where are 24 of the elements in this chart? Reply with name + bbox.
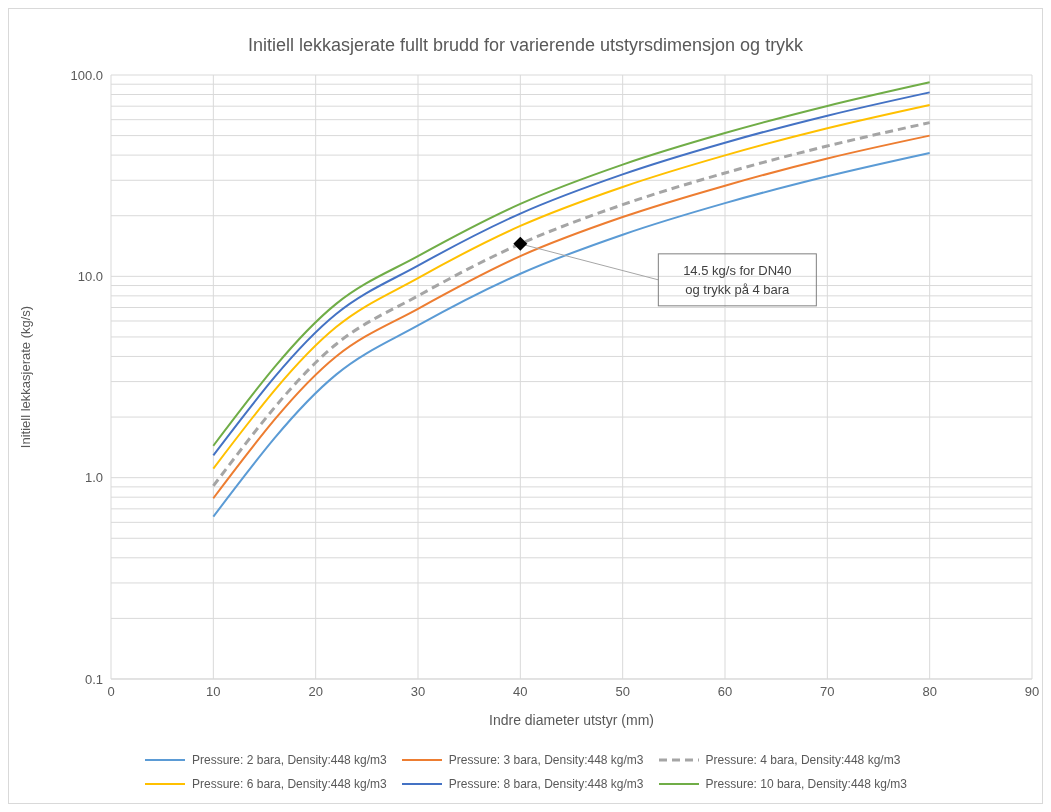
legend-label: Pressure: 6 bara, Density:448 kg/m3	[192, 777, 387, 791]
x-tick-label: 70	[820, 684, 835, 700]
x-tick-label: 60	[717, 684, 733, 700]
y-tick-label: 1.0	[84, 470, 103, 486]
legend-label: Pressure: 4 bara, Density:448 kg/m3	[705, 753, 901, 767]
y-tick-label: 0.1	[84, 671, 103, 687]
x-tick-label: 90	[1024, 684, 1040, 700]
annotation: 14.5 kg/s for DN40 og trykk på 4 bara	[683, 262, 792, 297]
chart-title: Initiell lekkasjerate fullt brudd for varierende utstyrsdimensjon og trykk	[246, 34, 805, 55]
x-tick-label: 30	[410, 684, 426, 700]
x-tick-label: 10	[206, 684, 221, 700]
legend-label: Pressure: 2 bara, Density:448 kg/m3	[192, 753, 387, 767]
legend-label: Pressure: 10 bara, Density:448 kg/m3	[705, 777, 907, 791]
y-tick-label: 10.0	[77, 268, 103, 284]
x-tick-label: 0	[107, 684, 115, 700]
x-tick-label: 80	[922, 684, 937, 700]
legend-label: Pressure: 3 bara, Density:448 kg/m3	[448, 753, 644, 767]
y-tick-label: 100.0	[70, 67, 103, 83]
x-tick-label: 20	[308, 684, 323, 700]
y-axis-title: Initiell lekkasjerate (kg/s)	[17, 305, 33, 449]
legend-label: Pressure: 8 bara, Density:448 kg/m3	[448, 777, 644, 791]
x-axis-title: Indre diameter utstyr (mm)	[489, 712, 654, 728]
x-tick-label: 40	[513, 684, 528, 700]
x-tick-label: 50	[615, 684, 630, 700]
